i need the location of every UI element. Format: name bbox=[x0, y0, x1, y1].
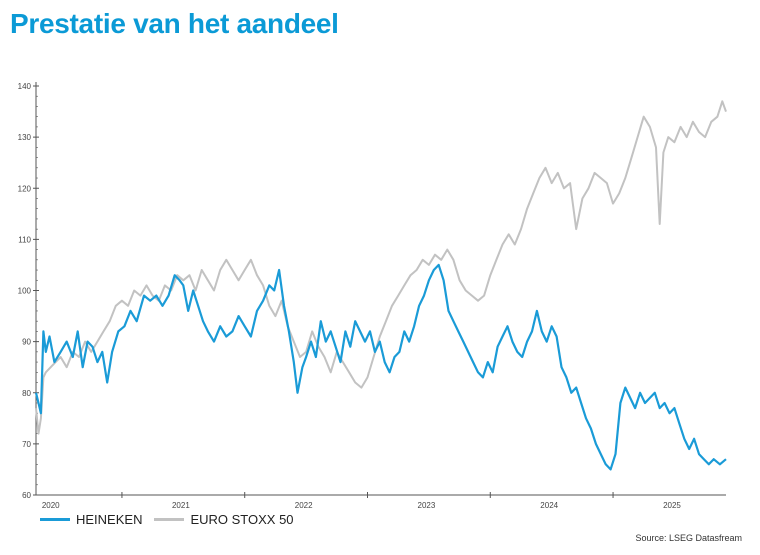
x-tick-label: 2024 bbox=[540, 501, 558, 510]
source-note: Source: LSEG Datasfream bbox=[635, 533, 742, 543]
legend-item-eurostoxx: EURO STOXX 50 bbox=[154, 512, 294, 527]
legend-item-heineken: HEINEKEN bbox=[40, 512, 142, 527]
y-tick-label: 120 bbox=[18, 184, 32, 193]
y-tick-label: 110 bbox=[18, 235, 31, 244]
legend-swatch-eurostoxx bbox=[154, 518, 185, 521]
y-tick-label: 70 bbox=[22, 440, 31, 449]
x-tick-label: 2023 bbox=[418, 501, 436, 510]
y-tick-label: 130 bbox=[18, 133, 32, 142]
x-tick-label: 2025 bbox=[663, 501, 681, 510]
series-line-eurostoxx bbox=[35, 100, 727, 435]
y-tick-label: 60 bbox=[22, 491, 31, 500]
y-tick-label: 90 bbox=[22, 338, 31, 347]
y-tick-label: 100 bbox=[18, 287, 32, 296]
x-tick-label: 2021 bbox=[172, 501, 190, 510]
y-tick-label: 140 bbox=[18, 82, 32, 91]
legend-label-heineken: HEINEKEN bbox=[76, 512, 143, 527]
chart-legend: HEINEKEN EURO STOXX 50 bbox=[40, 512, 306, 527]
legend-swatch-heineken bbox=[40, 518, 70, 521]
chart-plot-area bbox=[34, 100, 727, 471]
legend-label-eurostoxx: EURO STOXX 50 bbox=[190, 512, 294, 527]
x-tick-label: 2020 bbox=[42, 501, 60, 510]
page-title: Prestatie van het aandeel bbox=[10, 8, 339, 39]
series-line-heineken bbox=[34, 263, 727, 471]
y-tick-label: 80 bbox=[22, 389, 31, 398]
x-tick-label: 2022 bbox=[295, 501, 313, 510]
chart-axes: 60 70 80 90 100 110 120 130 140 2020 2021 2022 2023 2… bbox=[18, 82, 726, 510]
